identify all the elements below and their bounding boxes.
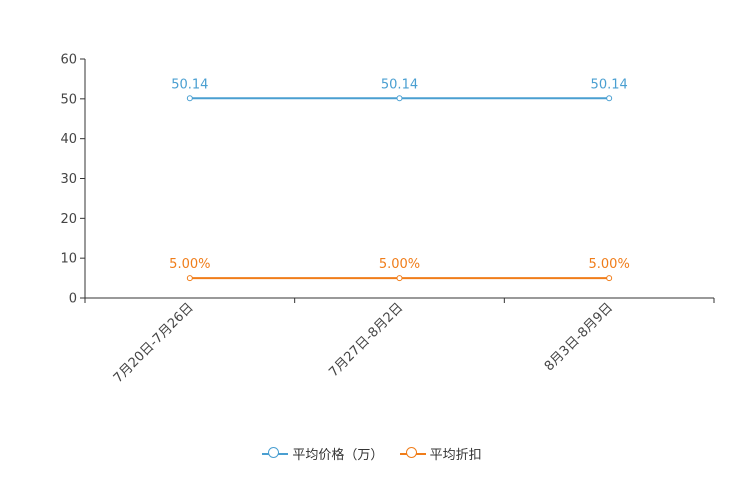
x-tick-label: 8月3日-8月9日 <box>542 300 616 374</box>
legend-price-marker-icon <box>262 446 289 461</box>
x-tick-label: 7月27日-8月2日 <box>326 300 406 380</box>
legend-price-label: 平均价格（万） <box>292 448 384 463</box>
data-label: 50.14 <box>171 77 208 92</box>
legend-discount-marker-icon <box>399 446 426 461</box>
legend-discount-label: 平均折扣 <box>429 448 482 463</box>
legend-item-price[interactable]: 平均价格（万） <box>262 444 383 463</box>
x-tick-label: 7月20日-7月26日 <box>111 300 197 386</box>
y-tick-label: 60 <box>60 53 77 68</box>
y-tick-label: 40 <box>60 132 77 147</box>
data-point[interactable] <box>396 275 403 282</box>
y-tick-label: 20 <box>60 212 77 227</box>
data-point[interactable] <box>606 275 613 282</box>
data-point[interactable] <box>186 95 193 102</box>
data-label: 5.00% <box>379 257 420 272</box>
data-point[interactable] <box>396 95 403 102</box>
data-label: 50.14 <box>381 77 418 92</box>
legend: 平均价格（万） 平均折扣 <box>0 444 744 465</box>
legend-item-discount[interactable]: 平均折扣 <box>399 444 482 463</box>
data-point[interactable] <box>186 275 193 282</box>
data-label: 5.00% <box>169 257 210 272</box>
y-tick-label: 30 <box>60 172 77 187</box>
y-tick-label: 0 <box>69 292 77 307</box>
y-tick-label: 10 <box>60 252 77 267</box>
data-label: 50.14 <box>591 77 628 92</box>
data-point[interactable] <box>606 95 613 102</box>
y-tick-label: 50 <box>60 92 77 107</box>
data-label: 5.00% <box>589 257 630 272</box>
